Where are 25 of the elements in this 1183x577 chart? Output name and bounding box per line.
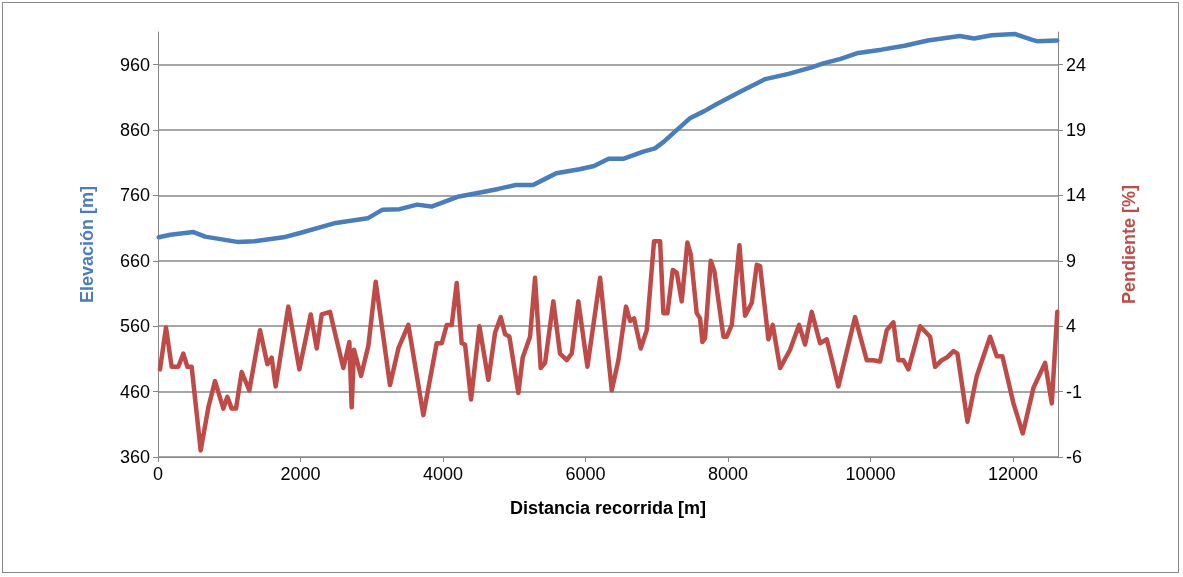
y2-tick-label: 24 [1066, 54, 1087, 75]
y-tick-label: 860 [119, 120, 150, 141]
y-tick-label: 760 [119, 185, 150, 206]
y2-tick-label: 4 [1066, 316, 1077, 337]
y-tick-label: 660 [119, 250, 150, 271]
y2-tick-label: -6 [1066, 447, 1083, 467]
x-tick-label: 6000 [565, 464, 606, 484]
x-tick-label: 2000 [280, 464, 321, 484]
x-tick-label: 4000 [423, 464, 464, 484]
x-tick-label: 0 [152, 464, 164, 484]
y2-tick-label: 14 [1066, 185, 1087, 206]
y2-tick-label: 19 [1066, 120, 1087, 141]
y-tick-label: 960 [119, 54, 150, 75]
y-tick-label: 560 [119, 316, 150, 337]
x-tick-label: 8000 [708, 464, 749, 484]
x-tick-label: 10000 [845, 464, 896, 484]
y2-axis-title: Pendiente [%] [1119, 184, 1139, 305]
x-axis-title: Distancia recorrida [m] [509, 498, 707, 518]
y-tick-label: 360 [119, 447, 150, 467]
y2-tick-label: 9 [1066, 250, 1077, 271]
y-tick-label: 460 [119, 381, 150, 402]
line-series [156, 31, 1060, 245]
y2-tick-label: -1 [1066, 381, 1083, 402]
y-axis-title: Elevación [m] [77, 185, 97, 304]
x-tick-label: 12000 [988, 464, 1039, 484]
